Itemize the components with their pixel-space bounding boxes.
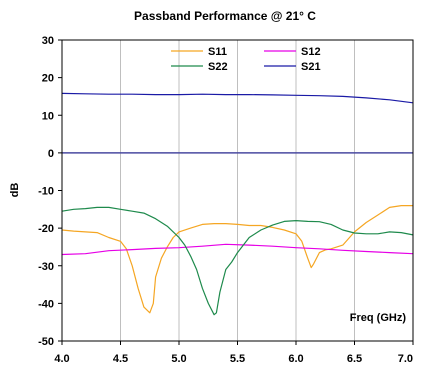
y-axis-label: dB xyxy=(9,183,21,198)
y-tick-label-6: -30 xyxy=(38,261,54,273)
x-tick-label-4: 6.0 xyxy=(288,353,303,365)
y-tick-label-4: -10 xyxy=(38,186,54,198)
legend-label-s22: S22 xyxy=(208,61,228,73)
legend-label-s21: S21 xyxy=(301,61,321,73)
x-tick-label-6: 7.0 xyxy=(398,353,413,365)
legend-label-s11: S11 xyxy=(208,46,227,58)
x-axis-label: Freq (GHz) xyxy=(350,312,407,324)
x-tick-label-5: 6.5 xyxy=(347,353,362,365)
y-tick-label-2: 10 xyxy=(42,110,54,122)
series-line-s11 xyxy=(61,205,413,314)
series-line-s22 xyxy=(61,206,414,316)
series-line-s21 xyxy=(61,92,414,104)
y-tick-label-1: 20 xyxy=(42,73,54,85)
legend: S11 S12 S22 S21 xyxy=(171,46,321,73)
x-tick-label-3: 5.5 xyxy=(230,353,245,365)
y-tick-label-5: -20 xyxy=(38,223,54,235)
x-tick-label-1: 4.5 xyxy=(113,353,128,365)
y-tick-label-3: 0 xyxy=(48,148,54,160)
x-tick-label-2: 5.0 xyxy=(171,353,186,365)
legend-label-s12: S12 xyxy=(301,46,321,58)
y-tick-label-0: 30 xyxy=(42,35,54,47)
grid xyxy=(120,40,355,341)
y-axis-ticks: 30 20 10 0 -10 -20 -30 -40 -50 xyxy=(38,35,62,348)
y-tick-label-7: -40 xyxy=(38,298,54,310)
x-tick-label-0: 4.0 xyxy=(54,353,69,365)
series-group xyxy=(61,92,414,316)
series-line-s12 xyxy=(61,243,414,256)
y-tick-label-8: -50 xyxy=(38,336,54,348)
x-axis-ticks: 4.0 4.5 5.0 5.5 6.0 6.5 7.0 xyxy=(54,341,414,365)
chart-title: Passband Performance @ 21° C xyxy=(134,9,316,23)
